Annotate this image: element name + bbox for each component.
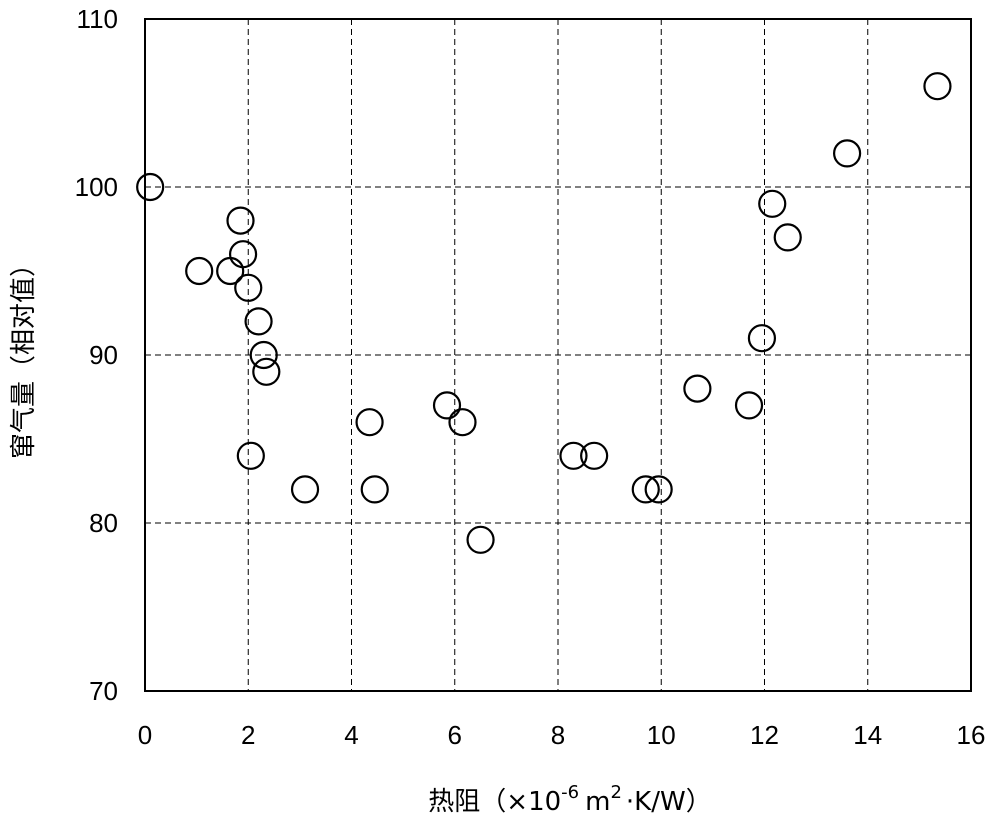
y-axis-title: 窜气量（相对值） <box>9 251 39 459</box>
data-point-17 <box>581 443 607 469</box>
data-point-15 <box>468 527 494 553</box>
data-point-7 <box>246 308 272 334</box>
y-tick-label: 110 <box>77 4 118 34</box>
data-point-25 <box>834 140 860 166</box>
x-tick-label: 6 <box>448 720 462 750</box>
x-tick-label: 16 <box>957 720 986 750</box>
data-point-11 <box>357 409 383 435</box>
data-point-9 <box>253 359 279 385</box>
x-tick-label: 14 <box>853 720 882 750</box>
data-points <box>137 73 950 553</box>
x-tick-label: 10 <box>647 720 676 750</box>
data-point-26 <box>924 73 950 99</box>
data-point-13 <box>434 392 460 418</box>
data-point-24 <box>775 224 801 250</box>
y-tick-label: 70 <box>89 676 118 706</box>
x-tick-label: 12 <box>750 720 779 750</box>
x-tick-label: 4 <box>344 720 358 750</box>
data-point-2 <box>217 258 243 284</box>
x-tick-label: 2 <box>241 720 255 750</box>
x-tick-label: 8 <box>551 720 565 750</box>
scatter-chart: 0 2 4 6 8 10 12 14 16 70 80 90 100 110 热阻（×10-6m2·K/… <box>0 0 1000 824</box>
data-point-21 <box>736 392 762 418</box>
y-tick-labels: 70 80 90 100 110 <box>75 4 118 706</box>
data-point-1 <box>186 258 212 284</box>
data-point-10 <box>292 476 318 502</box>
x-axis-title: 热阻（×10-6m2·K/W） <box>428 782 711 817</box>
data-point-5 <box>235 275 261 301</box>
x-tick-label: 0 <box>138 720 152 750</box>
x-tick-labels: 0 2 4 6 8 10 12 14 16 <box>138 720 986 750</box>
data-point-14 <box>449 409 475 435</box>
y-tick-label: 80 <box>89 508 118 538</box>
data-point-23 <box>759 191 785 217</box>
data-point-22 <box>749 325 775 351</box>
y-tick-label: 90 <box>89 340 118 370</box>
data-point-4 <box>230 241 256 267</box>
data-point-20 <box>684 376 710 402</box>
data-point-3 <box>228 208 254 234</box>
data-point-16 <box>560 443 586 469</box>
data-point-6 <box>238 443 264 469</box>
grid-lines <box>145 19 971 691</box>
y-tick-label: 100 <box>75 172 118 202</box>
data-point-12 <box>362 476 388 502</box>
